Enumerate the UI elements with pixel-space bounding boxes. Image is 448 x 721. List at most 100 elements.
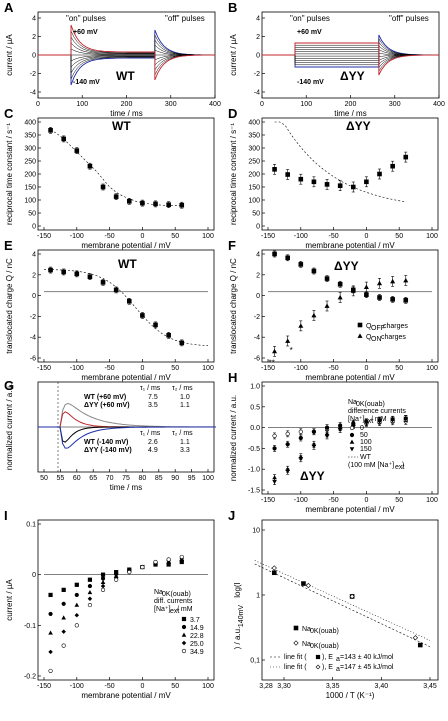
- panel-e-ytick-label: -2: [30, 314, 36, 321]
- panel-g-row-tau2: 1.1: [180, 439, 190, 446]
- panel-c-xtick-label: -150: [37, 233, 51, 240]
- panel-i-point: [114, 577, 119, 582]
- panel-a-ytick-label: -4: [30, 90, 36, 97]
- panel-g-row-tau1: 2.6: [148, 439, 158, 446]
- panel-f-legend-1-suffix: charges: [383, 323, 408, 330]
- panel-j-point: [417, 642, 423, 648]
- panel-d-xlabel: membrane potential / mV: [305, 241, 395, 250]
- panel-i-xtick-label: -50: [105, 683, 115, 690]
- panel-j-xtick-label: 3,35: [326, 683, 340, 690]
- panel-h-name: ΔYY: [300, 469, 325, 483]
- panel-d-ytick-label: 200: [248, 172, 260, 179]
- panel-i-point: [87, 602, 93, 608]
- panel-i-point: [140, 564, 145, 570]
- panel-i-legend-marker: [181, 648, 187, 654]
- panel-h-point: [377, 418, 382, 423]
- panel-h-point: [324, 425, 330, 430]
- panel-g-trace: [38, 426, 216, 449]
- panel-h-xlabel: membrane potential / mV: [305, 505, 395, 514]
- panel-f-point: [350, 288, 356, 293]
- panel-h-legend-wt2-suffix: ): [402, 462, 404, 469]
- panel-g-xtick-label: 80: [139, 475, 147, 482]
- panel-h-ylabel: normalized current / a.u.: [229, 395, 238, 481]
- panel-g-row-tau1: 7.5: [148, 394, 158, 401]
- panel-h-point: [403, 416, 409, 421]
- panel-i-legend-entry: 22.8: [190, 633, 204, 640]
- panel-f-xtick-label: -100: [294, 365, 308, 372]
- panel-c-point: [87, 163, 93, 169]
- panel-f-ytick-label: -6: [254, 356, 260, 363]
- panel-a-ytick-label: 2: [32, 34, 36, 41]
- panel-f-point: [272, 348, 278, 354]
- panel-a-xtick-label: 400: [209, 101, 221, 108]
- panel-f-xtick-label: 50: [395, 365, 403, 372]
- panel-c-ytick-label: 400: [24, 120, 36, 127]
- panel-d-letter: D: [228, 106, 237, 121]
- panel-i-point: [61, 629, 66, 634]
- panel-j-legend-fit1c: =143 ± 40 kJ/mol: [340, 654, 394, 661]
- panel-i-point: [48, 649, 53, 655]
- panel-i-point: [100, 587, 106, 592]
- panel-i-point: [48, 668, 53, 674]
- panel-h-point: [285, 431, 290, 436]
- panel-g-row-tau2: 1.1: [180, 402, 190, 409]
- panel-c-xtick-label: 0: [140, 233, 144, 240]
- panel-c-point: [179, 202, 185, 208]
- panel-j-legend-2-sub: 0K(ouab): [310, 643, 339, 650]
- panel-g-row-label: ΔYY (-140 mV): [84, 447, 132, 454]
- panel-i-point: [87, 577, 93, 582]
- panel-f-legend-2-sub: ON: [371, 336, 382, 343]
- panel-i-legend-entry: 34.9: [190, 649, 204, 656]
- panel-i-legend-marker: [181, 640, 187, 646]
- panel-c-ylabel: reciprocal time constant / s⁻¹: [5, 123, 14, 225]
- panel-i-ylabel: current / µA: [5, 579, 14, 621]
- panel-j-point: [305, 582, 311, 589]
- panel-g-letter: G: [4, 378, 14, 393]
- panel-h-point: [350, 423, 356, 428]
- panel-i-legend-line2: diff. currents: [154, 598, 193, 605]
- panel-b-xtick-label: 200: [345, 101, 357, 108]
- panel-h-legend-line2: difference currents: [348, 408, 406, 415]
- panel-c-xlabel: membrane potential / mV: [81, 241, 171, 250]
- panel-g-hdr-tau2: τ₂ / ms: [172, 430, 193, 437]
- panel-d-xtick-label: 0: [364, 233, 368, 240]
- panel-j-xtick-label: 3,45: [423, 683, 437, 690]
- panel-j-xlabel: 1000 / T (K⁻¹): [326, 691, 375, 700]
- panel-d-ytick-label: 0: [256, 224, 260, 231]
- panel-h-legend-wt2-sub: ext: [395, 464, 404, 471]
- panel-d-point: [337, 183, 343, 188]
- panel-g-row-label: ΔYY (+60 mV): [84, 402, 130, 409]
- panel-a-neg-label: -140 mV: [73, 79, 100, 86]
- panel-h-xtick-label: -100: [294, 497, 308, 504]
- panel-d-point: [377, 171, 382, 177]
- panel-i-legend-line3: [Na⁺]: [154, 606, 171, 613]
- panel-h-frame: [261, 381, 439, 495]
- panel-h-legend-line3: [Na⁺]: [348, 416, 365, 423]
- panel-d-ylabel: reciprocal time constant / s⁻¹: [229, 123, 238, 225]
- panel-h-point: [298, 429, 303, 434]
- panel-f-letter: F: [228, 238, 236, 253]
- panel-c-ytick-label: 0: [32, 224, 36, 231]
- panel-h-point: [298, 457, 304, 462]
- panel-i-legend-title: Na: [154, 589, 163, 596]
- panel-a-pos-label: +60 mV: [73, 29, 98, 36]
- panel-a-name: WT: [116, 69, 135, 83]
- panel-f-ytick-label: -4: [254, 335, 260, 342]
- panel-h-legend-entry: 50: [360, 432, 368, 439]
- panel-i-legend-entry: 14.9: [190, 625, 204, 632]
- panel-i-point: [48, 592, 53, 598]
- panel-e-xtick-label: 50: [171, 365, 179, 372]
- panel-a-trace: [38, 24, 215, 81]
- panel-e-ytick-label: -4: [30, 335, 36, 342]
- panel-i-xtick-label: 100: [202, 683, 214, 690]
- panel-c-xtick-label: -50: [105, 233, 115, 240]
- panel-i-point: [87, 596, 93, 601]
- panel-j-legend-fit2c: =147 ± 45 kJ/mol: [340, 664, 394, 671]
- panel-f-ytick-label: 2: [256, 272, 260, 279]
- panel-f-point: [311, 268, 317, 274]
- panel-h-legend-wt2: (100 mM [Na⁺]: [348, 462, 394, 469]
- panel-j-ylabel-suffix: ) / a.u.: [233, 627, 242, 650]
- panel-c-ytick-label: 350: [24, 133, 36, 140]
- panel-c-point: [126, 199, 132, 204]
- panel-e-xtick-label: -100: [70, 365, 84, 372]
